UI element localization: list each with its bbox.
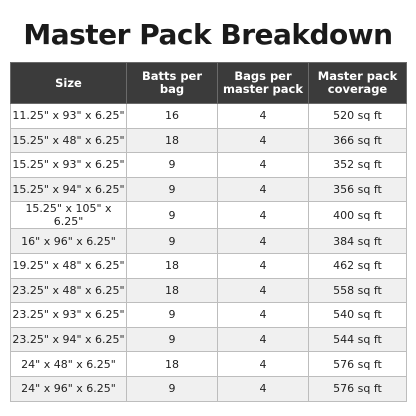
table-cell: 576 sq ft: [308, 375, 407, 402]
table-cell: 18: [126, 252, 218, 279]
table-row: 11.25" x 93" x 6.25" 16 4 520 sq ft: [10, 103, 407, 129]
table-cell: 15.25" x 105" x 6.25": [10, 201, 127, 230]
table-cell: 4: [217, 252, 309, 279]
table-cell: 352 sq ft: [308, 152, 407, 178]
table-cell: 23.25" x 93" x 6.25": [10, 302, 127, 328]
table-row: 15.25" x 93" x 6.25" 9 4 352 sq ft: [10, 152, 407, 178]
table-cell: 15.25" x 93" x 6.25": [10, 152, 127, 178]
table-cell: 23.25" x 94" x 6.25": [10, 326, 127, 353]
table-cell: 4: [217, 326, 309, 353]
table-cell: 18: [126, 127, 218, 154]
table-cell: 9: [126, 201, 218, 230]
table-cell: 19.25" x 48" x 6.25": [10, 252, 127, 279]
table-cell: 544 sq ft: [308, 326, 407, 353]
table-body: 11.25" x 93" x 6.25" 16 4 520 sq ft 15.25" x…: [10, 103, 407, 402]
table-cell: 4: [217, 228, 309, 254]
table-cell: 4: [217, 277, 309, 304]
table-cell: 9: [126, 375, 218, 402]
table-cell: 576 sq ft: [308, 351, 407, 377]
table-cell: 4: [217, 127, 309, 154]
table-cell: 9: [126, 326, 218, 353]
column-header: Bags per master pack: [217, 62, 309, 104]
table-cell: 9: [126, 302, 218, 328]
table-cell: 462 sq ft: [308, 252, 407, 279]
table-cell: 356 sq ft: [308, 176, 407, 203]
table-cell: 4: [217, 302, 309, 328]
table-cell: 11.25" x 93" x 6.25": [10, 103, 127, 129]
table-cell: 16: [126, 103, 218, 129]
table-row: 23.25" x 48" x 6.25" 18 4 558 sq ft: [10, 277, 407, 304]
table-cell: 9: [126, 152, 218, 178]
table-row: 15.25" x 94" x 6.25" 9 4 356 sq ft: [10, 176, 407, 203]
table-cell: 16" x 96" x 6.25": [10, 228, 127, 254]
column-header: Master pack coverage: [308, 62, 407, 104]
table-cell: 4: [217, 201, 309, 230]
table-cell: 24" x 48" x 6.25": [10, 351, 127, 377]
table-cell: 4: [217, 351, 309, 377]
table-cell: 558 sq ft: [308, 277, 407, 304]
table-cell: 4: [217, 152, 309, 178]
table-cell: 366 sq ft: [308, 127, 407, 154]
column-header: Batts per bag: [126, 62, 218, 104]
table-cell: 15.25" x 94" x 6.25": [10, 176, 127, 203]
title: Master Pack Breakdown: [23, 18, 393, 51]
table-row: 15.25" x 48" x 6.25" 18 4 366 sq ft: [10, 127, 407, 154]
table-cell: 4: [217, 103, 309, 129]
column-header: Size: [10, 62, 127, 104]
table-row: 24" x 96" x 6.25" 9 4 576 sq ft: [10, 375, 407, 402]
breakdown-table: Size Batts per bag Bags per master pack Mas…: [10, 62, 407, 402]
table-cell: 540 sq ft: [308, 302, 407, 328]
table-cell: 4: [217, 375, 309, 402]
table-cell: 23.25" x 48" x 6.25": [10, 277, 127, 304]
table-cell: 15.25" x 48" x 6.25": [10, 127, 127, 154]
table-cell: 18: [126, 351, 218, 377]
header-row: Size Batts per bag Bags per master pack Mas…: [10, 62, 407, 104]
table-row: 16" x 96" x 6.25" 9 4 384 sq ft: [10, 228, 407, 254]
table-cell: 18: [126, 277, 218, 304]
table-row: 24" x 48" x 6.25" 18 4 576 sq ft: [10, 351, 407, 377]
table-cell: 9: [126, 176, 218, 203]
table-cell: 520 sq ft: [308, 103, 407, 129]
table-cell: 9: [126, 228, 218, 254]
table-row: 23.25" x 94" x 6.25" 9 4 544 sq ft: [10, 326, 407, 353]
table-cell: 400 sq ft: [308, 201, 407, 230]
table-row: 19.25" x 48" x 6.25" 18 4 462 sq ft: [10, 252, 407, 279]
table-cell: 24" x 96" x 6.25": [10, 375, 127, 402]
table-row: 23.25" x 93" x 6.25" 9 4 540 sq ft: [10, 302, 407, 328]
table-row: 15.25" x 105" x 6.25" 9 4 400 sq ft: [10, 201, 407, 230]
table-cell: 4: [217, 176, 309, 203]
table-cell: 384 sq ft: [308, 228, 407, 254]
